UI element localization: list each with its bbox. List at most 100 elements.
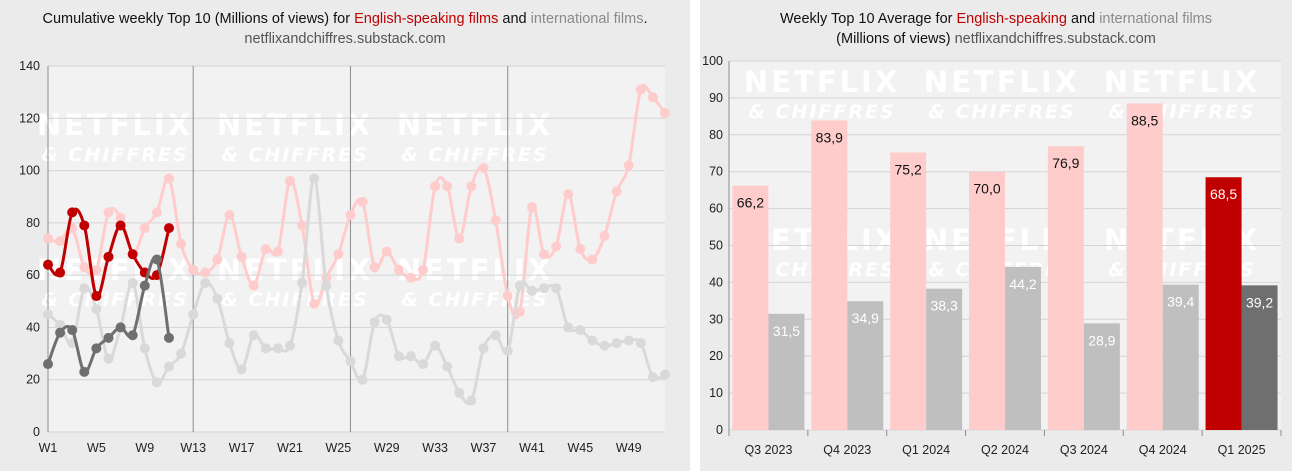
intl_2024-point (623, 335, 634, 346)
right-x-category-label: Q3 2024 (1060, 443, 1108, 457)
right-x-category-label: Q2 2024 (981, 443, 1029, 457)
intl_2025-point (103, 332, 114, 343)
right-title-unit: (Millions of views) (836, 31, 955, 47)
international-bar (1083, 323, 1120, 430)
watermark-netflix-text: NETFLIX (924, 65, 1080, 99)
left-chart-panel: Cumulative weekly Top 10 (Millions of vi… (0, 0, 690, 471)
english_2024-point (224, 210, 235, 221)
intl_2024-point (297, 277, 308, 288)
right-y-tick-label: 70 (709, 165, 723, 179)
intl_2024-point (575, 325, 586, 336)
intl_2024-point (236, 364, 247, 375)
english_2024-point (43, 233, 53, 244)
watermark-chiffres-text: & CHIFFRES (221, 289, 368, 311)
right-x-category-label: Q1 2025 (1218, 443, 1266, 457)
english_2025-point (115, 220, 126, 231)
english_2024-point (369, 262, 380, 273)
intl_2024-point (163, 361, 174, 372)
intl_2025-point (127, 330, 138, 341)
international-bar (1162, 284, 1199, 430)
intl_2024-point (43, 309, 53, 320)
right-x-category-label: Q4 2023 (823, 443, 871, 457)
english_2024-point (526, 202, 537, 213)
intl_2024-point (333, 335, 344, 346)
intl_2024-point (647, 372, 658, 383)
right-y-tick-label: 80 (709, 128, 723, 142)
english_2024-point (176, 238, 187, 249)
intl_2025-point (43, 359, 53, 370)
intl_2024-point (478, 343, 489, 354)
intl_2024-point (418, 359, 429, 370)
left-x-tick-label: W49 (616, 441, 642, 455)
intl_2024-point (466, 395, 477, 406)
international-bar-label: 28,9 (1088, 332, 1115, 348)
intl_2024-point (405, 351, 416, 362)
english_2024-point (442, 181, 453, 192)
intl_2024-point (514, 280, 525, 291)
english-bar-label: 75,2 (895, 162, 922, 178)
right-chart-source: netflixandchiffres.substack.com (954, 31, 1156, 47)
international-bar (847, 301, 884, 430)
right-y-tick-label: 60 (709, 202, 723, 216)
right-y-tick-label: 90 (709, 91, 723, 105)
english_2024-point (212, 254, 223, 265)
intl_2025-point (67, 325, 78, 336)
english_2024-point (393, 264, 404, 275)
english_2024-point (188, 264, 199, 275)
english_2024-point (333, 249, 344, 260)
international-bar-label: 34,9 (852, 310, 879, 326)
english_2024-point (272, 246, 283, 257)
intl_2024-point (502, 345, 513, 356)
right-y-tick-label: 100 (702, 54, 723, 68)
international-bar-label: 39,2 (1246, 294, 1273, 310)
watermark-netflix-text: NETFLIX (1104, 65, 1260, 99)
english_2024-point (502, 291, 513, 302)
english-bar (1126, 103, 1163, 430)
intl_2024-point (79, 283, 90, 294)
left-y-tick-label: 60 (26, 268, 40, 282)
international-bar (768, 313, 805, 430)
watermark-chiffres-text: & CHIFFRES (401, 144, 548, 166)
english-bar (1047, 146, 1084, 430)
left-title-prefix: Cumulative weekly Top 10 (Millions of vi… (42, 11, 355, 27)
english-bar (732, 185, 769, 430)
english_2024-point (248, 280, 259, 291)
english_2024-point (514, 306, 525, 317)
english-bar-label: 68,5 (1210, 186, 1237, 202)
english_2024-point (647, 92, 658, 103)
intl_2025-point (139, 280, 150, 291)
left-y-tick-label: 80 (26, 216, 40, 230)
watermark-chiffres-text: & CHIFFRES (41, 289, 188, 311)
left-y-tick-label: 140 (19, 59, 40, 73)
english_2024-point (490, 215, 501, 226)
english_2024-point (418, 264, 429, 275)
intl_2025-point (163, 332, 174, 343)
left-y-tick-label: 100 (19, 164, 40, 178)
english_2024-point (466, 181, 477, 192)
english-bar-label: 88,5 (1131, 112, 1158, 128)
english_2024-point (539, 249, 550, 260)
english_2025-point (163, 223, 174, 234)
intl_2024-point (91, 304, 102, 315)
left-title-international: international films (530, 11, 644, 27)
english_2024-point (611, 186, 622, 197)
english_2024-point (575, 244, 586, 254)
international-bar-label: 38,3 (931, 298, 958, 314)
left-x-tick-label: W1 (39, 441, 58, 455)
intl_2024-point (551, 283, 562, 294)
english_2024-point (103, 207, 114, 218)
right-title-english: English-speaking (956, 11, 1067, 27)
right-chart-subtitle: (Millions of views) netflixandchiffres.s… (700, 30, 1292, 49)
right-title-international: international films (1099, 11, 1213, 27)
intl_2025-point (55, 327, 66, 338)
english-bar (890, 152, 927, 430)
right-title-and: and (1066, 11, 1100, 27)
english_2024-point (115, 212, 126, 223)
left-x-tick-label: W9 (135, 441, 154, 455)
english_2025-point (127, 249, 138, 260)
right-y-tick-label: 40 (709, 275, 723, 289)
left-chart-source: netflixandchiffres.substack.com (244, 31, 446, 47)
watermark-chiffres-text: & CHIFFRES (748, 101, 895, 123)
